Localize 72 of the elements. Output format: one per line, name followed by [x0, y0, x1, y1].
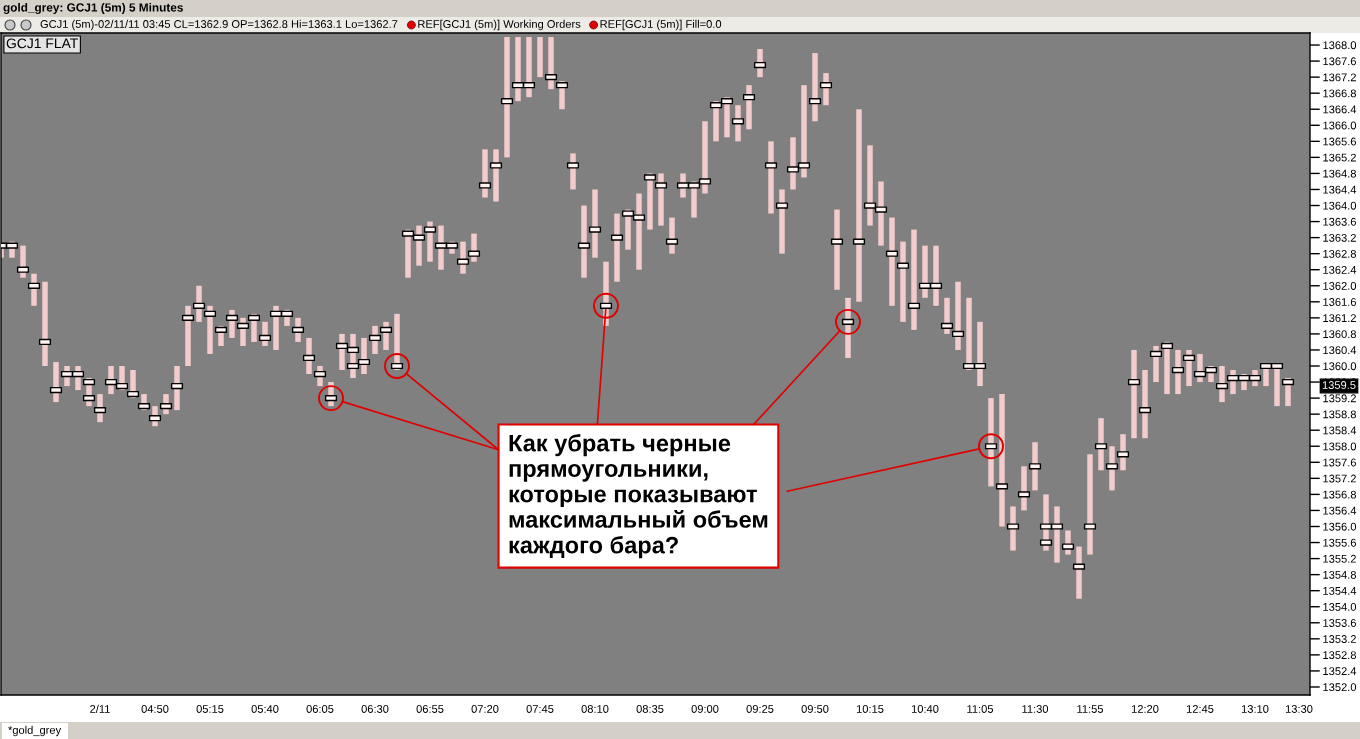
x-tick-label: 11:30	[1022, 705, 1049, 713]
chart-title: gold_grey: GCJ1 (5m) 5 Minutes	[3, 2, 183, 15]
y-tick-label: 1365.6	[1323, 137, 1356, 146]
y-tick-label: 1367.6	[1323, 57, 1356, 66]
y-tick-label: 1361.6	[1323, 298, 1356, 306]
x-tick-label: 13:10	[1241, 705, 1269, 713]
text: 1359.5	[1322, 381, 1356, 389]
x-tick-label: 09:00	[691, 705, 719, 713]
text: REF[GCJ1 (5m)] Working Orders	[418, 19, 581, 31]
y-tick-label: 1364.8	[1323, 169, 1356, 178]
y-tick-label: 1361.2	[1323, 314, 1356, 322]
y-tick-label: 1354.8	[1323, 570, 1356, 579]
y-tick-label: 1354.0	[1323, 603, 1357, 611]
y-tick-label: 1366.8	[1323, 89, 1356, 98]
y-tick-label: 1366.0	[1323, 121, 1357, 130]
text: *gold_grey	[8, 725, 62, 737]
x-tick-label: 06:55	[416, 705, 444, 713]
y-tick-label: 1360.4	[1323, 346, 1357, 355]
y-tick-label: 1352.8	[1323, 651, 1356, 660]
y-tick-label: 1358.0	[1323, 442, 1357, 451]
x-tick-label: 08:10	[581, 705, 609, 713]
y-tick-label: 1364.4	[1323, 185, 1357, 194]
y-tick-label: 1365.2	[1323, 153, 1356, 162]
y-tick-label: 1367.2	[1323, 73, 1356, 82]
y-tick-label: 1360.0	[1323, 362, 1357, 371]
x-tick-label: 10:40	[911, 705, 939, 713]
y-tick-label: 1362.8	[1323, 249, 1356, 258]
x-tick-label: 07:20	[471, 705, 499, 713]
x-tick-label: 12:45	[1186, 705, 1214, 713]
y-tick-label: 1353.2	[1323, 635, 1356, 643]
y-tick-label: 1356.8	[1323, 490, 1356, 499]
y-tick-label: 1360.8	[1323, 330, 1356, 339]
x-tick-label: 13:30	[1285, 705, 1313, 713]
y-tick-label: 1352.0	[1323, 683, 1357, 692]
y-tick-label: 1368.0	[1323, 41, 1357, 50]
y-tick-label: 1363.2	[1323, 233, 1356, 242]
x-tick-label: 11:55	[1077, 705, 1104, 713]
y-tick-label: 1355.2	[1323, 554, 1356, 563]
y-tick-label: 1364.0	[1323, 201, 1357, 210]
x-tick-label: 2/11	[90, 704, 110, 713]
x-tick-label: 07:45	[526, 705, 554, 713]
annotation: Как убрать черные прямоугольники, которые показывают максимальный объем каждого бара?	[509, 434, 768, 559]
y-tick-label: 1355.6	[1323, 538, 1356, 547]
y-tick-label: 1352.4	[1323, 667, 1357, 676]
y-tick-label: 1357.6	[1323, 458, 1356, 467]
y-tick-label: 1354.4	[1323, 586, 1357, 595]
x-tick-label: 06:30	[361, 705, 389, 713]
y-tick-label: 1359.2	[1323, 394, 1356, 403]
text: REF[GCJ1 (5m)] Fill=0.0	[600, 19, 722, 31]
x-tick-label: 04:50	[141, 705, 169, 713]
x-tick-label: 11:05	[967, 705, 994, 713]
x-tick-label: 12:20	[1131, 705, 1159, 713]
chart-subtitle: GCJ1 (5m)-02/11/11 03:45 CL=1362.9 OP=1362.8 Hi=1363.1 Lo=1362.7	[40, 19, 398, 31]
bar	[537, 37, 543, 78]
y-tick-label: 1366.4	[1323, 105, 1357, 114]
x-tick-label: 09:25	[746, 705, 774, 713]
x-tick-label: 05:15	[196, 705, 224, 713]
y-tick-label: 1358.8	[1323, 410, 1356, 419]
y-tick-label: 1358.4	[1323, 426, 1357, 435]
y-tick-label: 1357.2	[1323, 474, 1356, 483]
y-tick-label: 1362.0	[1323, 282, 1357, 290]
x-tick-label: 06:05	[306, 705, 334, 713]
annotation: GCJ1 FLAT	[6, 38, 78, 49]
y-tick-label: 1356.4	[1323, 506, 1357, 515]
y-tick-label: 1353.6	[1323, 619, 1356, 627]
y-tick-label: 1363.6	[1323, 217, 1356, 226]
y-tick-label: 1362.4	[1323, 265, 1357, 274]
x-tick-label: 10:15	[856, 705, 884, 713]
x-tick-label: 05:40	[251, 705, 279, 713]
x-tick-label: 09:50	[801, 705, 829, 713]
y-tick-label: 1356.0	[1323, 522, 1357, 531]
x-tick-label: 08:35	[636, 705, 664, 713]
